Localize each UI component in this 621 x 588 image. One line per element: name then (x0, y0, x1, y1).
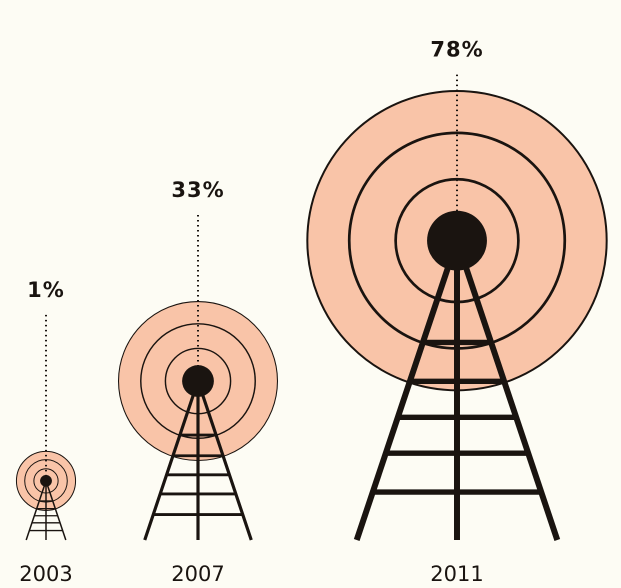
value-label: 33% (171, 178, 224, 202)
x-tick-label: 2003 (19, 562, 72, 586)
value-label: 1% (27, 278, 65, 302)
x-tick-label: 2011 (430, 562, 483, 586)
x-tick-label: 2007 (171, 562, 224, 586)
value-label: 78% (430, 38, 483, 62)
